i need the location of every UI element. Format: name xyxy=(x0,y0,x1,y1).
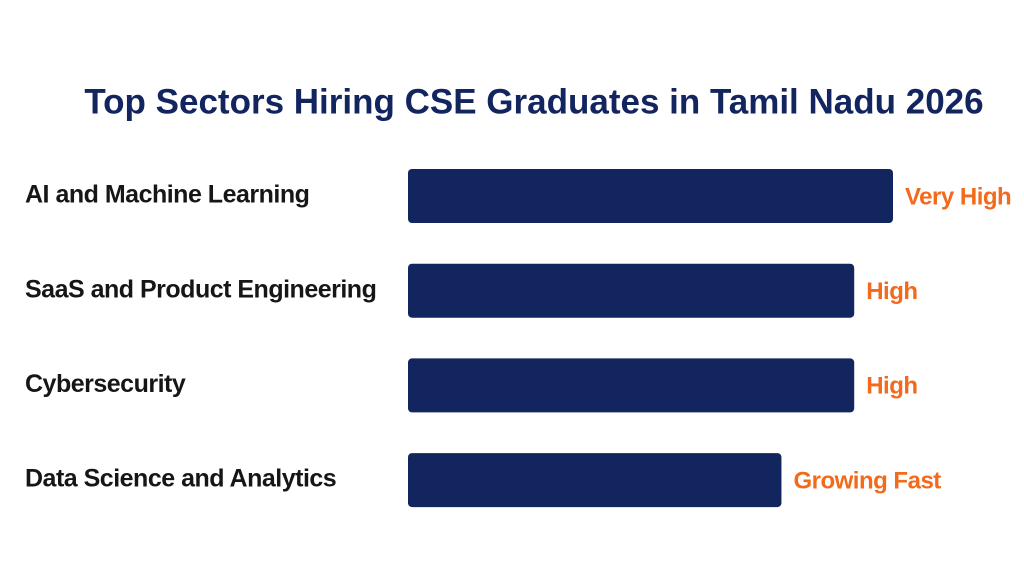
category-label: Data Science and Analytics xyxy=(25,465,336,493)
value-label: High xyxy=(866,278,917,305)
value-label: Very High xyxy=(905,183,1011,210)
value-label: High xyxy=(866,373,917,400)
chart-title: Top Sectors Hiring CSE Graduates in Tami… xyxy=(84,82,983,121)
bar xyxy=(408,169,893,223)
category-label: SaaS and Product Engineering xyxy=(25,275,376,303)
value-label: Growing Fast xyxy=(793,467,941,494)
bar xyxy=(408,453,782,508)
category-label: AI and Machine Learning xyxy=(25,181,309,209)
bar xyxy=(408,358,855,413)
category-label: Cybersecurity xyxy=(25,370,186,398)
bar xyxy=(408,263,855,318)
